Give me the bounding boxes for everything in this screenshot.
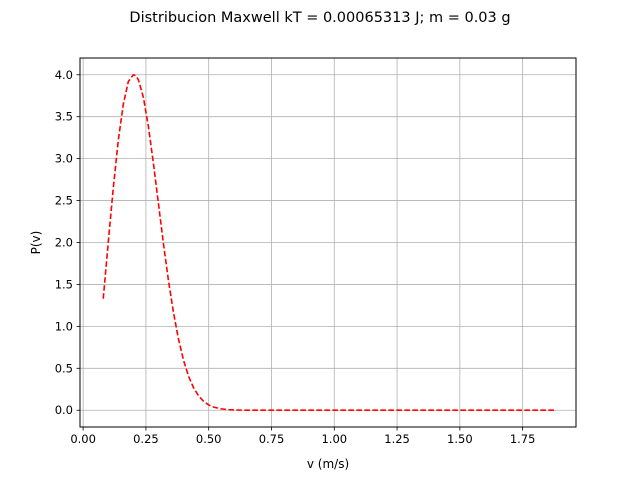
- y-tick-label: 3.0: [55, 152, 73, 166]
- series-layer: [102, 73, 555, 412]
- x-tick-label: 0.50: [196, 432, 222, 446]
- x-axis-label: v (m/s): [307, 457, 349, 471]
- x-axis-ticks: 0.00 0.25 0.50 0.75 1.00 1.25 1.50 1.75: [70, 427, 535, 446]
- y-tick-label: 3.5: [55, 110, 73, 124]
- y-axis-label: P(v): [29, 231, 43, 255]
- y-tick-label: 1.0: [55, 319, 73, 333]
- y-tick-label: 0.5: [55, 361, 73, 375]
- x-tick-label: 1.25: [384, 432, 410, 446]
- x-tick-label: 1.75: [510, 432, 536, 446]
- x-tick-label: 0.25: [133, 432, 159, 446]
- y-tick-label: 1.5: [55, 277, 73, 291]
- y-tick-label: 2.5: [55, 194, 73, 208]
- y-tick-label: 2.0: [55, 236, 73, 250]
- x-tick-label: 0.00: [70, 432, 96, 446]
- y-tick-label: 4.0: [55, 68, 73, 82]
- series-line: [102, 73, 555, 412]
- grid: [80, 58, 576, 427]
- x-tick-label: 1.50: [447, 432, 473, 446]
- chart-title: Distribucion Maxwell kT = 0.00065313 J; …: [129, 10, 510, 26]
- x-tick-label: 1.00: [321, 432, 347, 446]
- y-tick-label: 0.0: [55, 403, 73, 417]
- x-tick-label: 0.75: [259, 432, 285, 446]
- y-axis-ticks: 0.0 0.5 1.0 1.5 2.0 2.5 3.0 3.5 4.0: [55, 68, 80, 417]
